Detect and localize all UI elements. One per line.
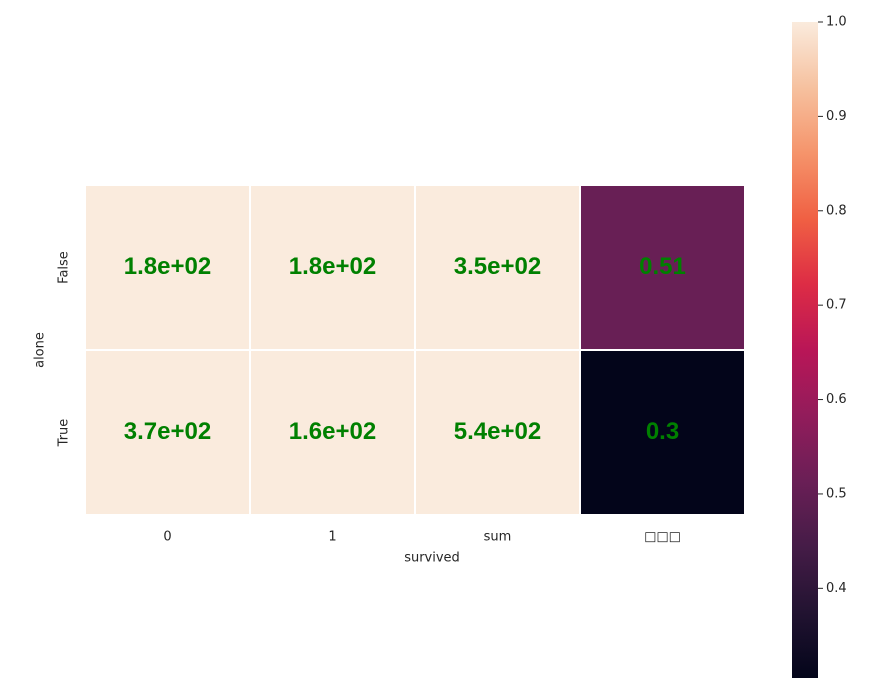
cell-label: 5.4e+02 [454, 418, 541, 445]
x-tick-label: 0 [163, 530, 171, 545]
cell-label: 0.51 [639, 253, 686, 280]
x-tick-label: □□□ [644, 530, 681, 545]
cell-label: 3.7e+02 [124, 418, 211, 445]
heatmap-cell [579, 349, 746, 516]
y-tick-label: False [57, 251, 72, 284]
colorbar-tick-label: 0.5 [826, 486, 847, 501]
y-axis-label: alone [33, 332, 48, 368]
x-tick-label: 1 [328, 530, 336, 545]
heatmap-cell [579, 184, 746, 351]
heatmap-cell [84, 349, 251, 516]
cell-label: 3.5e+02 [454, 253, 541, 280]
x-tick-label: sum [484, 530, 512, 545]
colorbar-tick-label: 0.4 [826, 581, 847, 596]
heatmap-cell [84, 184, 251, 351]
cell-label: 1.8e+02 [289, 253, 376, 280]
heatmap-cell [249, 184, 416, 351]
x-axis-label: survived [404, 551, 460, 566]
colorbar-tick-label: 1.0 [826, 15, 847, 30]
colorbar-tick-label: 0.8 [826, 203, 847, 218]
heatmap-cell [414, 184, 581, 351]
colorbar-tick-label: 0.7 [826, 298, 847, 313]
heatmap-cell [414, 349, 581, 516]
cell-label: 1.6e+02 [289, 418, 376, 445]
colorbar [792, 22, 818, 678]
cell-label: 1.8e+02 [124, 253, 211, 280]
heatmap-cell [249, 349, 416, 516]
y-tick-label: True [57, 419, 72, 448]
cell-label: 0.3 [646, 418, 679, 445]
colorbar-tick-label: 0.9 [826, 109, 847, 124]
colorbar-tick-label: 0.6 [826, 392, 847, 407]
